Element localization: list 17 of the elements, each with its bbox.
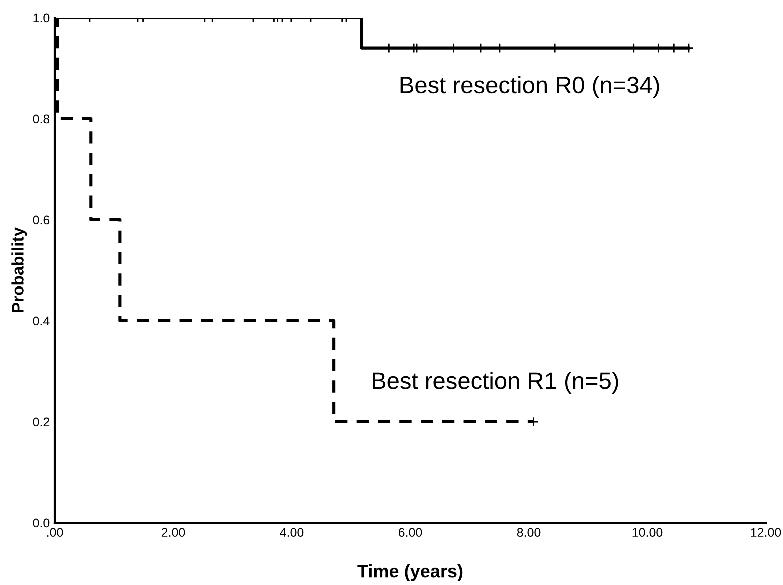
series-label: Best resection R1 (n=5) xyxy=(373,372,618,394)
y-tick-label: 0.6 xyxy=(33,216,50,225)
x-axis-title: Time (years) xyxy=(358,564,463,582)
y-tick-label: 0.2 xyxy=(33,418,50,427)
x-tick-label: 4.00 xyxy=(280,528,304,538)
x-tick-label: 12.00 xyxy=(751,528,782,538)
x-tick-label: 6.00 xyxy=(398,528,422,538)
y-tick-label: 0.4 xyxy=(33,316,50,326)
x-tick-label: 2.00 xyxy=(162,528,186,538)
x-tick-label: 10.00 xyxy=(632,528,663,538)
series-label: Best resection R0 (n=34) xyxy=(400,76,660,98)
y-tick-label: 0.8 xyxy=(33,114,50,124)
y-tick-label: 1.0 xyxy=(34,14,50,23)
x-tick-label: 8.00 xyxy=(517,528,541,538)
y-tick-label: 0.0 xyxy=(33,518,50,528)
x-tick-label: .00 xyxy=(47,528,64,538)
y-axis-title: Probability xyxy=(12,228,28,312)
